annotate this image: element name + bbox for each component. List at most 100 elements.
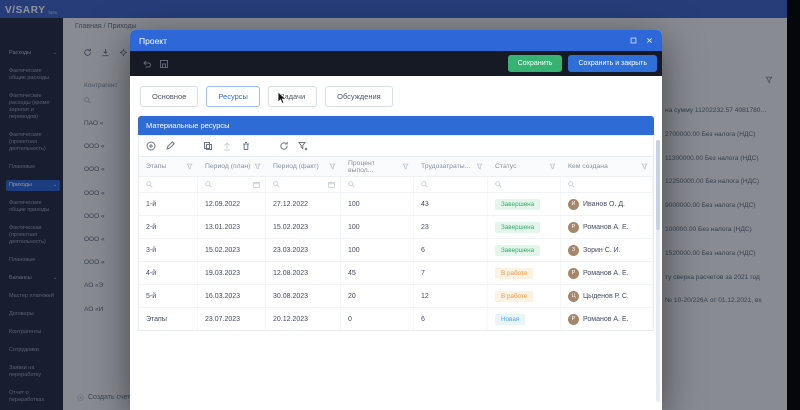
calendar-icon[interactable] (253, 181, 260, 188)
sidebar-item[interactable]: Фактические расходы (кроме зарплат и пер… (6, 91, 60, 123)
column-header[interactable]: Кем создана (561, 157, 653, 176)
table-row[interactable]: 2-й 13.01.2023 15.02.2023 100 23 Заверше… (139, 215, 653, 238)
sidebar-item-label: Фактическая (проектная деятельность) (9, 225, 46, 245)
sidebar-item[interactable]: Приходы ⌄ (6, 180, 60, 191)
sidebar-item[interactable]: Мастер платежей (6, 291, 60, 302)
filter-input-status[interactable] (488, 177, 561, 192)
list-item[interactable]: № 10-20/226А от 01.12.2021, вх (665, 297, 762, 305)
cell-status: Завершена (488, 239, 561, 261)
cell-period-plan: 19.03.2023 (198, 262, 266, 284)
upload-icon[interactable] (222, 141, 232, 151)
sidebar-item[interactable]: Плановые (6, 255, 60, 266)
maximize-icon[interactable] (630, 37, 637, 44)
list-item[interactable]: 1520000.00 Без налога (НДС) (665, 249, 756, 257)
clear-filter-icon[interactable] (298, 141, 308, 151)
sidebar-item[interactable]: Фактическая (проектная деятельность) (6, 223, 60, 248)
sidebar-item[interactable]: Фактические (проектная деятельность) (6, 130, 60, 155)
table-row[interactable]: 5-й 16.03.2023 30.08.2023 20 12 В работе… (139, 284, 653, 307)
undo-icon[interactable] (142, 59, 152, 69)
filter-funnel-icon[interactable] (402, 163, 409, 170)
search-icon[interactable] (84, 97, 91, 104)
create-record-button[interactable]: Создать счет (77, 394, 130, 401)
list-item[interactable]: 12250000.00 Без налога (НДС) (665, 178, 760, 186)
sidebar-item[interactable]: Заявки на переработку (6, 363, 60, 381)
filter-input-labor[interactable] (414, 177, 488, 192)
copy-icon[interactable] (203, 141, 213, 151)
export-icon[interactable] (101, 48, 110, 57)
list-item[interactable]: ООО « (84, 235, 105, 243)
list-item[interactable]: АО «И (84, 305, 104, 313)
settings-icon[interactable] (119, 48, 128, 57)
sidebar-item[interactable]: Плановые (6, 162, 60, 173)
sidebar-item-label: Плановые (9, 257, 36, 263)
column-header[interactable]: Процент выпол... (341, 157, 414, 176)
cell-labor: 43 (414, 193, 488, 215)
filter-funnel-icon[interactable] (254, 163, 261, 170)
list-item[interactable]: ООО « (84, 212, 105, 220)
sidebar-item[interactable]: Сотрудники (6, 345, 60, 356)
sidebar-item-label: Приходы (9, 182, 32, 188)
list-item[interactable]: 11300000.00 Без налога (НДС) (665, 154, 759, 162)
column-header[interactable]: Период (план) (198, 157, 266, 176)
refresh-icon[interactable] (83, 48, 92, 57)
column-header[interactable]: Трудозатраты... (414, 157, 488, 176)
filter-input-stage[interactable] (139, 177, 198, 192)
cell-period-fact: 23.03.2023 (266, 239, 341, 261)
filter-input-fact[interactable] (266, 177, 341, 192)
tab[interactable]: Обсуждения (325, 86, 393, 107)
tab[interactable]: Основное (140, 86, 199, 107)
delete-icon[interactable] (241, 141, 251, 151)
sidebar-item[interactable]: Фактические общие приходы (6, 198, 60, 216)
save-button[interactable]: Сохранить (507, 55, 563, 72)
cell-percent: 0 (341, 308, 414, 330)
table-row[interactable]: 1-й 12.09.2022 27.12.2022 100 43 Заверше… (139, 192, 653, 215)
tab[interactable]: Ресурсы (206, 86, 260, 107)
filter-funnel-icon[interactable] (765, 76, 773, 84)
section-header: Материальные ресурсы (138, 116, 654, 135)
column-header[interactable]: Статус (488, 157, 561, 176)
save-draft-icon[interactable] (159, 59, 169, 69)
sidebar-item[interactable]: Контрагенты (6, 327, 60, 338)
list-item[interactable]: 100000.00 Без налога (НДС) (665, 225, 752, 233)
list-item[interactable]: на сумму 11202232.57 4081780… (665, 107, 768, 114)
sidebar-item[interactable]: Договоры (6, 309, 60, 320)
list-item[interactable]: 2700000.00 Без налога (НДС) (665, 130, 756, 138)
list-item[interactable]: 9000000.00 Без налога (НДС) (665, 202, 756, 210)
sidebar-item-label: Фактические (проектная деятельность) (9, 132, 46, 152)
close-icon[interactable] (646, 37, 653, 44)
avatar: З (568, 244, 579, 256)
filter-input-author[interactable] (561, 177, 653, 192)
filter-funnel-icon[interactable] (186, 163, 193, 170)
scrollbar-thumb[interactable] (656, 140, 660, 230)
column-header[interactable]: Период (факт) (266, 157, 341, 176)
modal-scrollbar[interactable] (656, 140, 660, 402)
table-row[interactable]: 3-й 15.02.2023 23.03.2023 100 6 Завершен… (139, 238, 653, 261)
filter-funnel-icon[interactable] (329, 163, 336, 170)
list-item[interactable]: ООО « (84, 143, 105, 151)
filter-funnel-icon[interactable] (476, 163, 483, 170)
sidebar-item[interactable]: Отчет о переработках (6, 388, 60, 406)
filter-funnel-icon[interactable] (641, 163, 648, 170)
section-title: Материальные ресурсы (146, 121, 230, 130)
filter-input-plan[interactable] (198, 177, 266, 192)
sidebar-item[interactable]: Балансы ⌄ (6, 273, 60, 284)
list-item[interactable]: АО «Э (84, 282, 104, 290)
list-item[interactable]: ООО « (84, 259, 105, 267)
sidebar-item[interactable]: Расходы ⌄ (6, 48, 60, 59)
filter-funnel-icon[interactable] (549, 163, 556, 170)
sidebar-item[interactable]: Фактические общие расходы (6, 66, 60, 84)
save-and-close-button[interactable]: Сохранить и закрыть (568, 55, 657, 72)
column-header[interactable]: Этапы (139, 157, 198, 176)
add-icon[interactable] (146, 141, 156, 151)
edit-icon[interactable] (165, 141, 175, 151)
list-item[interactable]: ООО « (84, 189, 105, 197)
table-row[interactable]: 4-й 19.03.2023 12.08.2023 45 7 В работе … (139, 261, 653, 284)
list-item[interactable]: ООО « (84, 166, 105, 174)
tab[interactable]: Задачи (267, 86, 318, 107)
list-item[interactable]: ту сверка расчетов за 2021 год (665, 273, 760, 281)
list-item[interactable]: ПАО « (84, 120, 104, 127)
refresh-icon[interactable] (279, 141, 289, 151)
calendar-icon[interactable] (328, 181, 335, 188)
filter-input-percent[interactable] (341, 177, 414, 192)
